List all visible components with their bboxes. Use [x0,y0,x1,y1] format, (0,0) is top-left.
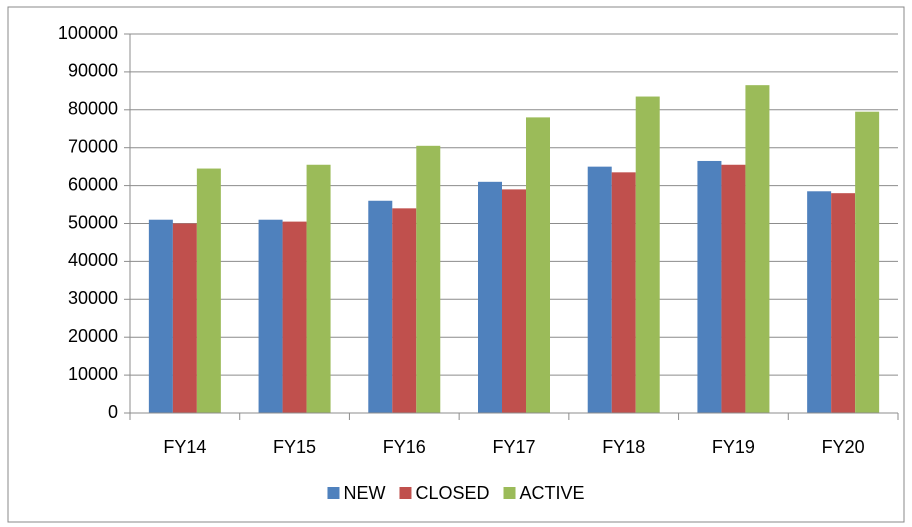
legend-swatch [503,487,516,499]
y-tick-label: 80000 [68,99,118,119]
bar [526,117,550,413]
bar [855,111,880,413]
y-tick-label: 70000 [68,136,118,156]
y-tick-label: 40000 [68,250,118,270]
y-tick-label: 30000 [68,288,118,308]
legend-swatch [399,487,412,499]
bar [282,221,307,413]
bar [258,219,283,413]
x-tick-label: FY16 [383,437,426,457]
legend-swatch [327,487,340,499]
legend-label: ACTIVE [520,483,585,503]
bar [416,145,441,413]
y-tick-label: 20000 [68,326,118,346]
bar [306,164,331,413]
legend-label: CLOSED [415,483,489,503]
bar [196,168,221,413]
bar [587,166,612,413]
bar [392,208,417,413]
x-tick-label: FY18 [602,437,645,457]
y-tick-label: 60000 [68,174,118,194]
bar [635,96,660,413]
y-tick-label: 90000 [68,61,118,81]
legend-label: NEW [343,483,385,503]
bar [502,189,526,413]
x-tick-label: FY17 [492,437,535,457]
bar [697,160,722,413]
chart-frame [7,6,905,523]
x-tick-label: FY20 [822,437,865,457]
bar [611,172,636,413]
bar [478,181,502,413]
y-tick-label: 100000 [58,23,118,43]
y-tick-label: 0 [108,402,118,422]
x-tick-label: FY19 [712,437,755,457]
y-tick-label: 50000 [68,212,118,232]
x-tick-label: FY14 [163,437,206,457]
bar [172,223,197,413]
x-tick-label: FY15 [273,437,316,457]
bar [721,164,746,413]
bar [148,219,173,413]
bar [368,200,393,413]
bar [745,85,770,413]
y-tick-label: 10000 [68,364,118,384]
bar [807,191,832,413]
bar [831,193,856,413]
